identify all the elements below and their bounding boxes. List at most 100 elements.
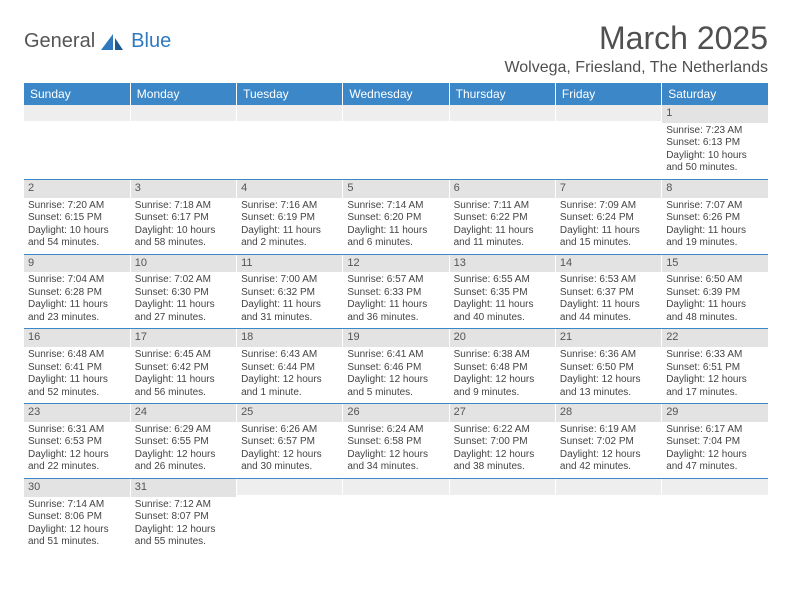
calendar-cell: 26Sunrise: 6:24 AMSunset: 6:58 PMDayligh…	[343, 404, 449, 479]
day-number: 12	[343, 255, 448, 273]
day-number: 9	[24, 255, 130, 273]
calendar-cell: 19Sunrise: 6:41 AMSunset: 6:46 PMDayligh…	[343, 329, 449, 404]
daylight-text: Daylight: 12 hours and 9 minutes.	[454, 374, 551, 399]
calendar-cell: 1Sunrise: 7:23 AMSunset: 6:13 PMDaylight…	[662, 105, 768, 179]
day-body: Sunrise: 6:38 AMSunset: 6:48 PMDaylight:…	[450, 347, 555, 403]
daylight-text: Daylight: 12 hours and 17 minutes.	[666, 374, 764, 399]
sunrise-text: Sunrise: 7:23 AM	[666, 125, 764, 138]
calendar-cell-blank	[343, 478, 449, 552]
empty-day-bar	[237, 479, 342, 495]
sunset-text: Sunset: 6:22 PM	[454, 212, 551, 225]
daylight-text: Daylight: 12 hours and 26 minutes.	[135, 449, 232, 474]
sunset-text: Sunset: 7:00 PM	[454, 436, 551, 449]
sunrise-text: Sunrise: 7:20 AM	[28, 200, 126, 213]
sunset-text: Sunset: 6:19 PM	[241, 212, 338, 225]
empty-day-bar	[450, 105, 555, 121]
calendar-cell: 25Sunrise: 6:26 AMSunset: 6:57 PMDayligh…	[237, 404, 343, 479]
sunset-text: Sunset: 6:28 PM	[28, 287, 126, 300]
day-number: 22	[662, 329, 768, 347]
sunrise-text: Sunrise: 6:43 AM	[241, 349, 338, 362]
sunset-text: Sunset: 6:51 PM	[666, 362, 764, 375]
daylight-text: Daylight: 12 hours and 38 minutes.	[454, 449, 551, 474]
sunset-text: Sunset: 6:55 PM	[135, 436, 232, 449]
day-number: 8	[662, 180, 768, 198]
daylight-text: Daylight: 11 hours and 19 minutes.	[666, 225, 764, 250]
calendar-cell: 30Sunrise: 7:14 AMSunset: 8:06 PMDayligh…	[24, 478, 130, 552]
calendar-cell: 29Sunrise: 6:17 AMSunset: 7:04 PMDayligh…	[662, 404, 768, 479]
calendar-cell-blank	[24, 105, 130, 179]
day-body: Sunrise: 6:48 AMSunset: 6:41 PMDaylight:…	[24, 347, 130, 403]
calendar-table: SundayMondayTuesdayWednesdayThursdayFrid…	[24, 83, 768, 553]
day-body: Sunrise: 7:14 AMSunset: 8:06 PMDaylight:…	[24, 497, 130, 553]
daylight-text: Daylight: 11 hours and 52 minutes.	[28, 374, 126, 399]
calendar-cell: 13Sunrise: 6:55 AMSunset: 6:35 PMDayligh…	[449, 254, 555, 329]
sunset-text: Sunset: 6:42 PM	[135, 362, 232, 375]
empty-day-bar	[237, 105, 342, 121]
calendar-cell: 16Sunrise: 6:48 AMSunset: 6:41 PMDayligh…	[24, 329, 130, 404]
day-number: 17	[131, 329, 236, 347]
sunset-text: Sunset: 6:24 PM	[560, 212, 657, 225]
sunset-text: Sunset: 8:06 PM	[28, 511, 126, 524]
day-number: 4	[237, 180, 342, 198]
daylight-text: Daylight: 11 hours and 31 minutes.	[241, 299, 338, 324]
sunset-text: Sunset: 6:13 PM	[666, 137, 764, 150]
sail-icon	[99, 32, 127, 52]
day-header-sunday: Sunday	[24, 83, 130, 105]
daylight-text: Daylight: 11 hours and 36 minutes.	[347, 299, 444, 324]
sunrise-text: Sunrise: 6:41 AM	[347, 349, 444, 362]
day-body: Sunrise: 6:43 AMSunset: 6:44 PMDaylight:…	[237, 347, 342, 403]
sunrise-text: Sunrise: 7:11 AM	[454, 200, 551, 213]
day-number: 14	[556, 255, 661, 273]
calendar-cell: 10Sunrise: 7:02 AMSunset: 6:30 PMDayligh…	[130, 254, 236, 329]
empty-day-bar	[343, 105, 448, 121]
sunrise-text: Sunrise: 6:36 AM	[560, 349, 657, 362]
sunset-text: Sunset: 6:37 PM	[560, 287, 657, 300]
calendar-cell-blank	[555, 478, 661, 552]
daylight-text: Daylight: 12 hours and 51 minutes.	[28, 524, 126, 549]
day-body: Sunrise: 7:16 AMSunset: 6:19 PMDaylight:…	[237, 198, 342, 254]
sunrise-text: Sunrise: 6:55 AM	[454, 274, 551, 287]
daylight-text: Daylight: 11 hours and 56 minutes.	[135, 374, 232, 399]
day-body: Sunrise: 6:45 AMSunset: 6:42 PMDaylight:…	[131, 347, 236, 403]
calendar-cell: 11Sunrise: 7:00 AMSunset: 6:32 PMDayligh…	[237, 254, 343, 329]
sunset-text: Sunset: 6:17 PM	[135, 212, 232, 225]
day-number: 23	[24, 404, 130, 422]
day-body: Sunrise: 6:50 AMSunset: 6:39 PMDaylight:…	[662, 272, 768, 328]
sunrise-text: Sunrise: 7:14 AM	[28, 499, 126, 512]
day-number: 2	[24, 180, 130, 198]
day-body: Sunrise: 6:31 AMSunset: 6:53 PMDaylight:…	[24, 422, 130, 478]
day-number: 11	[237, 255, 342, 273]
sunset-text: Sunset: 6:33 PM	[347, 287, 444, 300]
calendar-cell-blank	[237, 105, 343, 179]
day-number: 16	[24, 329, 130, 347]
day-number: 27	[450, 404, 555, 422]
day-number: 29	[662, 404, 768, 422]
sunset-text: Sunset: 6:32 PM	[241, 287, 338, 300]
daylight-text: Daylight: 12 hours and 13 minutes.	[560, 374, 657, 399]
day-number: 26	[343, 404, 448, 422]
day-body: Sunrise: 7:00 AMSunset: 6:32 PMDaylight:…	[237, 272, 342, 328]
empty-day-bar	[662, 479, 768, 495]
calendar-cell-blank	[130, 105, 236, 179]
day-number: 1	[662, 105, 768, 123]
day-header-wednesday: Wednesday	[343, 83, 449, 105]
calendar-body: 1 Sunrise: 7:23 AMSunset: 6:13 PM Daylight…	[24, 105, 768, 553]
sunrise-text: Sunrise: 7:00 AM	[241, 274, 338, 287]
daylight-text: Daylight: 12 hours and 5 minutes.	[347, 374, 444, 399]
sunset-text: Sunset: 8:07 PM	[135, 511, 232, 524]
daylight-text: Daylight: 11 hours and 2 minutes.	[241, 225, 338, 250]
sunset-text: Sunset: 6:44 PM	[241, 362, 338, 375]
sunrise-text: Sunrise: 7:16 AM	[241, 200, 338, 213]
day-body: Sunrise: 6:36 AMSunset: 6:50 PMDaylight:…	[556, 347, 661, 403]
calendar-week-row: 23Sunrise: 6:31 AMSunset: 6:53 PMDayligh…	[24, 404, 768, 479]
sunrise-text: Sunrise: 7:02 AM	[135, 274, 232, 287]
day-number: 19	[343, 329, 448, 347]
day-body: Sunrise: 7:09 AMSunset: 6:24 PMDaylight:…	[556, 198, 661, 254]
sunrise-text: Sunrise: 6:17 AM	[666, 424, 764, 437]
day-body: Sunrise: 6:55 AMSunset: 6:35 PMDaylight:…	[450, 272, 555, 328]
daylight-text: Daylight: 11 hours and 23 minutes.	[28, 299, 126, 324]
daylight-text: Daylight: 12 hours and 22 minutes.	[28, 449, 126, 474]
day-number: 25	[237, 404, 342, 422]
sunrise-text: Sunrise: 6:22 AM	[454, 424, 551, 437]
daylight-text: Daylight: 12 hours and 47 minutes.	[666, 449, 764, 474]
